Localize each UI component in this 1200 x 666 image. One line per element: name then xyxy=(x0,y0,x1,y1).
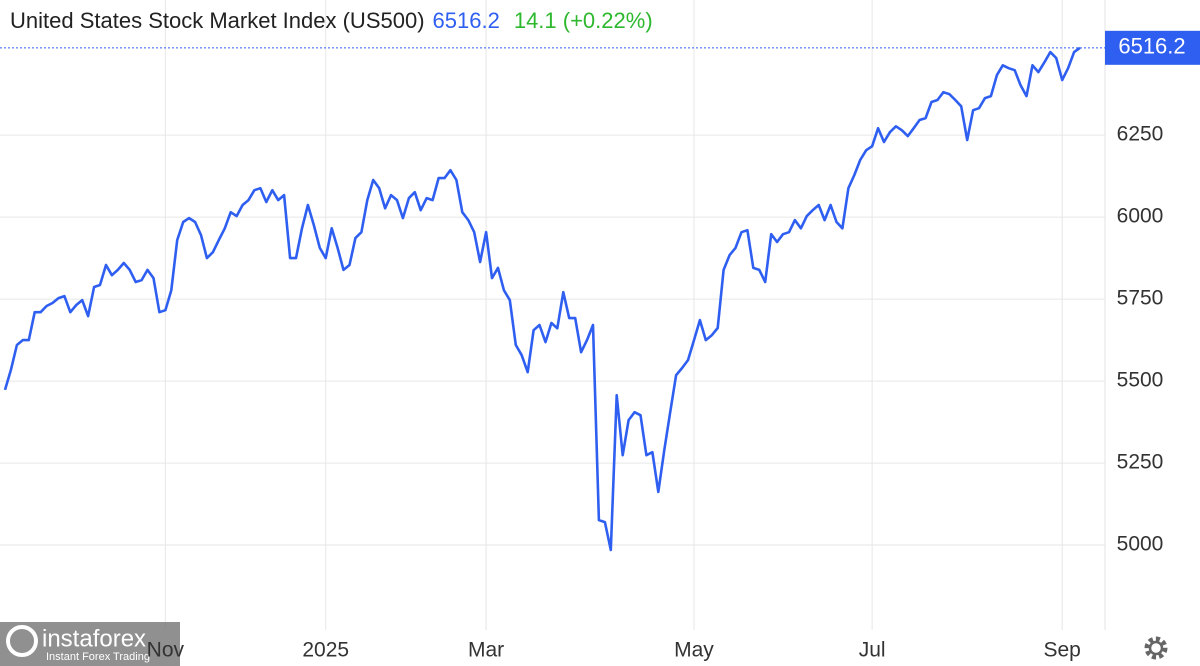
last-value-box xyxy=(1105,30,1200,65)
y-tick-label: 5500 xyxy=(1117,369,1164,392)
watermark: instaforex Instant Forex Trading xyxy=(0,622,180,666)
x-tick-label: Nov xyxy=(147,639,185,662)
watermark-logo xyxy=(6,625,38,657)
watermark-tagline: Instant Forex Trading xyxy=(46,651,150,663)
x-tick-label: Jul xyxy=(859,639,886,662)
watermark-name: instaforex xyxy=(42,625,146,652)
gear-ring[interactable] xyxy=(1148,640,1164,656)
x-tick-label: May xyxy=(674,639,714,662)
last-value-label: 6516.2 xyxy=(1118,34,1185,59)
plot xyxy=(0,46,1105,552)
y-tick-label: 6250 xyxy=(1117,123,1164,146)
grid xyxy=(0,0,1105,630)
settings-button[interactable] xyxy=(1144,636,1168,660)
last-value: 6516.2 xyxy=(433,8,500,33)
price-line xyxy=(3,46,1081,552)
chart-title: United States Stock Market Index (US500) xyxy=(10,8,425,33)
x-tick-label: Mar xyxy=(468,639,504,662)
x-tick-label: 2025 xyxy=(302,639,349,662)
y-tick-label: 5750 xyxy=(1117,287,1164,310)
x-tick-label: Sep xyxy=(1043,639,1080,662)
y-tick-label: 5250 xyxy=(1117,451,1164,474)
gear-teeth[interactable] xyxy=(1144,636,1168,660)
change: 14.1 (+0.22%) xyxy=(514,8,653,33)
y-tick-label: 5000 xyxy=(1117,533,1164,556)
y-tick-label: 6000 xyxy=(1117,205,1164,228)
